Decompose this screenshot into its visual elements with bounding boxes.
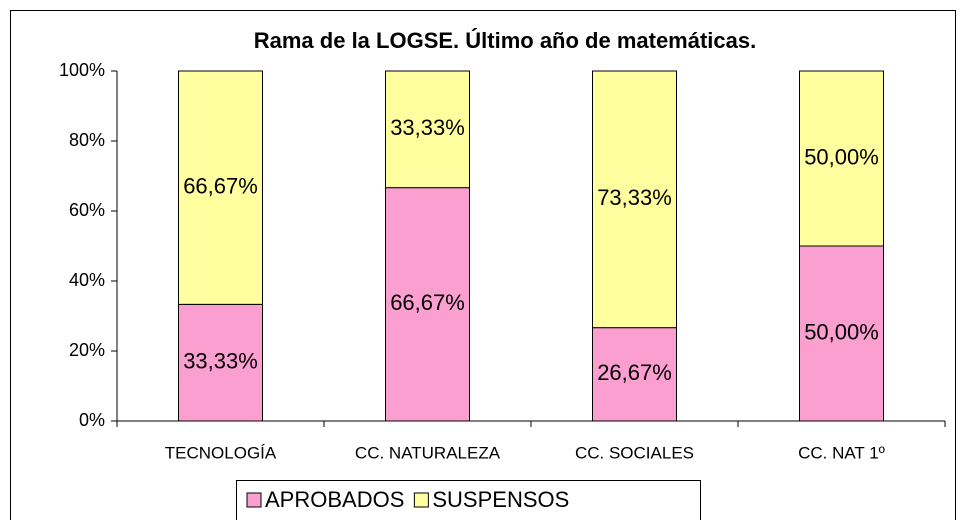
x-tick-label: CC. NATURALEZA: [355, 443, 501, 462]
legend-swatch: [413, 492, 429, 508]
bar-segment: [385, 70, 470, 189]
x-tick-label: CC. SOCIALES: [575, 443, 694, 462]
legend-box: [236, 480, 701, 520]
legend-swatch: [246, 492, 262, 508]
legend-label: SUSPENSOS: [432, 487, 569, 512]
data-label: 66,67%: [390, 290, 465, 315]
x-tick-label: TECNOLOGÍA: [165, 443, 277, 462]
data-label: 26,67%: [597, 360, 672, 385]
data-label: 50,00%: [804, 144, 879, 169]
chart-title: Rama de la LOGSE. Último año de matemáti…: [254, 28, 757, 53]
bar-segment: [178, 70, 263, 305]
bar-segment: [592, 70, 677, 329]
x-tick-label: CC. NAT 1º: [798, 443, 885, 462]
data-label: 33,33%: [390, 115, 465, 140]
chart-frame: [10, 10, 956, 520]
y-tick-label: 40%: [69, 270, 105, 290]
bar-segment: [592, 327, 677, 422]
y-tick-label: 60%: [69, 200, 105, 220]
bar-segment: [799, 70, 884, 247]
data-label: 66,67%: [183, 173, 258, 198]
data-label: 73,33%: [597, 185, 672, 210]
bar-segment: [385, 187, 470, 422]
y-tick-label: 20%: [69, 340, 105, 360]
legend-label: APROBADOS: [265, 487, 404, 512]
data-label: 33,33%: [183, 348, 258, 373]
y-tick-label: 0%: [79, 410, 105, 430]
y-tick-label: 80%: [69, 130, 105, 150]
y-tick-label: 100%: [59, 60, 105, 80]
data-label: 50,00%: [804, 319, 879, 344]
bar-segment: [178, 303, 263, 422]
